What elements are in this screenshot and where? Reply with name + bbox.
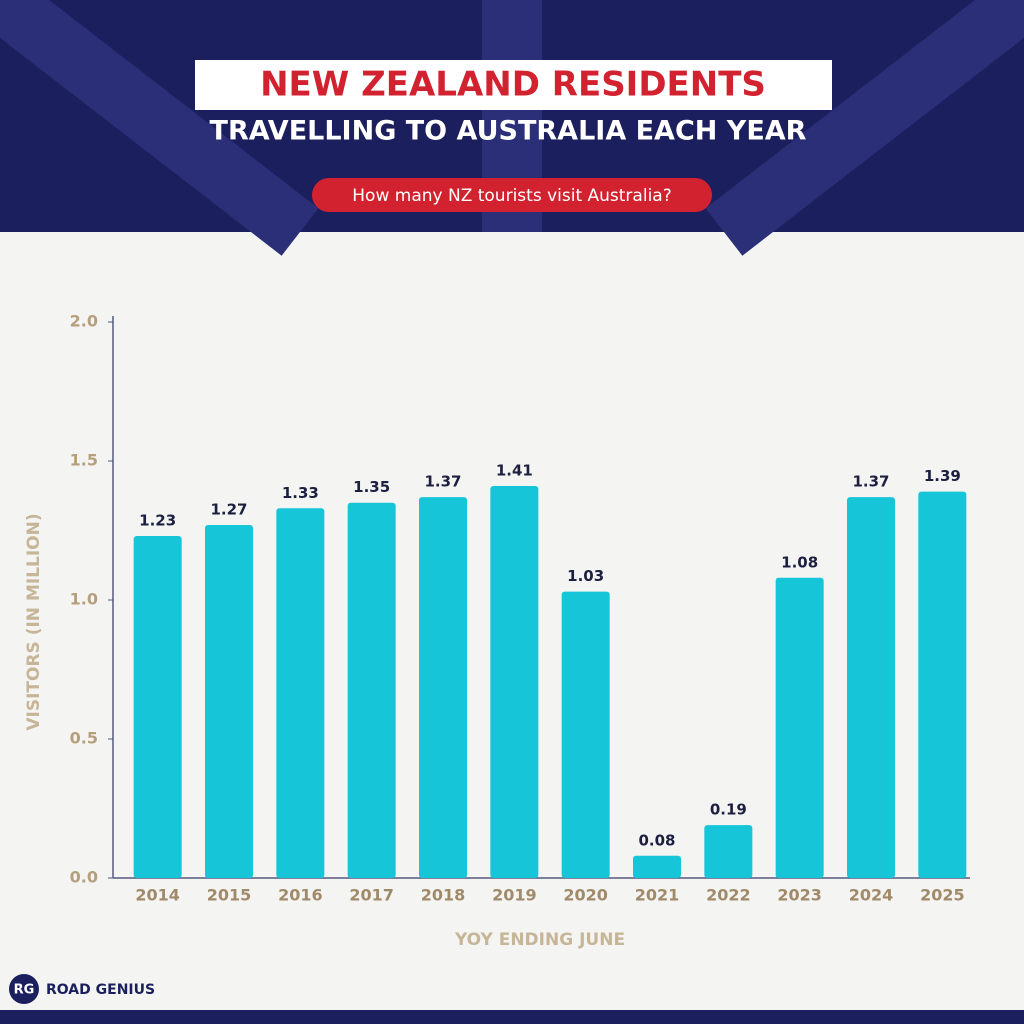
bar: [276, 508, 325, 878]
question: How many NZ tourists visit Australia?: [352, 186, 671, 206]
value-label: 1.41: [496, 462, 533, 480]
bar: [561, 591, 610, 878]
value-label: 1.23: [139, 512, 176, 530]
value-label: 1.27: [210, 500, 247, 518]
value-label: 0.19: [710, 801, 747, 819]
value-label: 1.08: [781, 553, 818, 571]
bar: [704, 825, 753, 878]
x-axis-label: YOY ENDING JUNE: [454, 930, 625, 950]
value-label: 1.37: [852, 473, 889, 491]
x-tick-label: 2017: [349, 886, 394, 905]
chart-title: NEW ZEALAND RESIDENTS: [260, 65, 766, 105]
x-tick-label: 2018: [421, 886, 466, 905]
x-tick-label: 2021: [635, 886, 680, 905]
value-label: 1.37: [424, 473, 461, 491]
value-label: 1.39: [924, 467, 961, 485]
value-label: 0.08: [638, 831, 675, 849]
question-pill: [312, 178, 712, 212]
x-tick-label: 2014: [135, 886, 180, 905]
bar: [133, 536, 182, 878]
title-box: [195, 60, 832, 110]
x-tick-label: 2019: [492, 886, 537, 905]
bar: [205, 524, 253, 878]
bar: [918, 491, 967, 878]
x-tick-label: 2025: [920, 886, 965, 905]
y-tick-label: 0.0: [70, 868, 98, 887]
footer-bar: [0, 1010, 1024, 1024]
logo-circle: [9, 974, 39, 1004]
chart-subtitle: TRAVELLING TO AUSTRALIA EACH YEAR: [210, 116, 807, 147]
bar: [419, 497, 467, 878]
x-tick-label: 2024: [849, 886, 894, 905]
bar: [775, 577, 824, 878]
x-tick-label: 2015: [207, 886, 252, 905]
x-tick-label: 2023: [777, 886, 822, 905]
bar: [633, 855, 681, 878]
y-tick-label: 1.0: [70, 590, 98, 609]
bar: [490, 486, 539, 878]
x-tick-label: 2016: [278, 886, 323, 905]
y-tick-label: 0.5: [70, 729, 98, 748]
x-tick-label: 2022: [706, 886, 751, 905]
y-axis-label: VISITORS (IN MILLION): [24, 513, 44, 730]
value-label: 1.33: [282, 484, 319, 502]
y-tick-label: 2.0: [70, 312, 98, 331]
value-label: 1.35: [353, 478, 390, 496]
value-label: 1.03: [567, 567, 604, 585]
brand-name: ROAD GENIUS: [46, 982, 155, 998]
bar: [347, 502, 396, 878]
bar: [847, 497, 895, 878]
y-tick-label: 1.5: [70, 451, 98, 470]
logo: RG: [14, 983, 35, 998]
x-tick-label: 2020: [563, 886, 608, 905]
